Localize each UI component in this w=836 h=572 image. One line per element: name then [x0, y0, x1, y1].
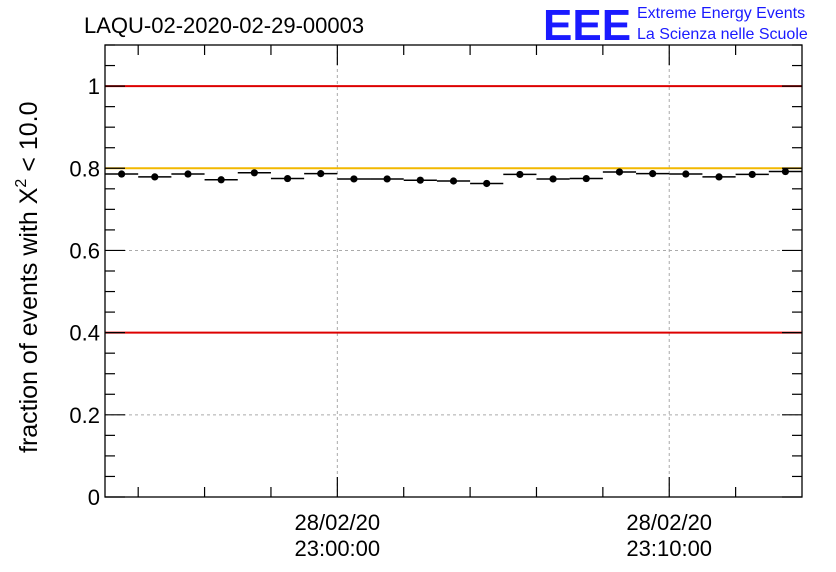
logo-mark: EEE — [543, 1, 631, 50]
data-point — [483, 179, 491, 188]
data-point — [549, 175, 557, 183]
y-axis-label-main: fraction of events with — [15, 204, 43, 453]
data-points — [105, 167, 802, 188]
plot-grid — [105, 45, 802, 497]
data-point — [283, 174, 292, 183]
data-point — [449, 177, 458, 185]
data-point — [748, 170, 756, 179]
data-point — [582, 174, 590, 183]
y-tick-label: 0.4 — [69, 321, 100, 346]
x-tick-label-time: 23:00:00 — [295, 536, 381, 561]
y-tick-label: 0.2 — [69, 403, 100, 428]
y-tick-label: 0 — [88, 485, 100, 510]
data-point — [615, 168, 624, 176]
x-tick-label-date: 28/02/20 — [626, 510, 712, 535]
data-point — [317, 170, 325, 178]
data-point — [781, 167, 790, 176]
plot-border — [104, 44, 803, 498]
data-point — [516, 170, 524, 179]
data-point — [217, 176, 225, 184]
data-point — [151, 173, 159, 181]
x-tick-label-date: 28/02/20 — [295, 510, 381, 535]
plot-frame — [104, 44, 803, 498]
y-tick-label: 0.8 — [69, 156, 100, 181]
y-tick-label: 0.6 — [69, 238, 100, 263]
y-tick-label: 1 — [88, 74, 100, 99]
chart-title: LAQU-02-2020-02-29-00003 — [84, 13, 364, 38]
data-point — [350, 175, 358, 183]
y-axis-label-symbol: X — [15, 187, 43, 204]
data-point — [383, 175, 391, 183]
data-point — [416, 176, 424, 184]
data-point — [715, 173, 723, 181]
eee-logo: EEE Extreme Energy Events La Scienza nel… — [543, 1, 808, 50]
logo-line1: Extreme Energy Events — [637, 5, 805, 22]
y-axis-label: fraction of events with X2 < 10.0 — [13, 102, 43, 453]
reference-lines — [105, 85, 802, 334]
data-point — [649, 170, 657, 178]
y-axis-label-tail: < 10.0 — [15, 102, 43, 179]
data-point — [117, 170, 126, 178]
y-axis-ticks: 0 0.2 0.4 0.6 0.8 1 — [69, 44, 802, 510]
y-axis-label-power: 2 — [13, 179, 30, 188]
data-point — [250, 169, 258, 177]
data-point — [682, 170, 690, 178]
data-point — [184, 170, 192, 178]
x-tick-label-time: 23:10:00 — [626, 536, 712, 561]
logo-line2: La Scienza nelle Scuole — [637, 26, 808, 43]
